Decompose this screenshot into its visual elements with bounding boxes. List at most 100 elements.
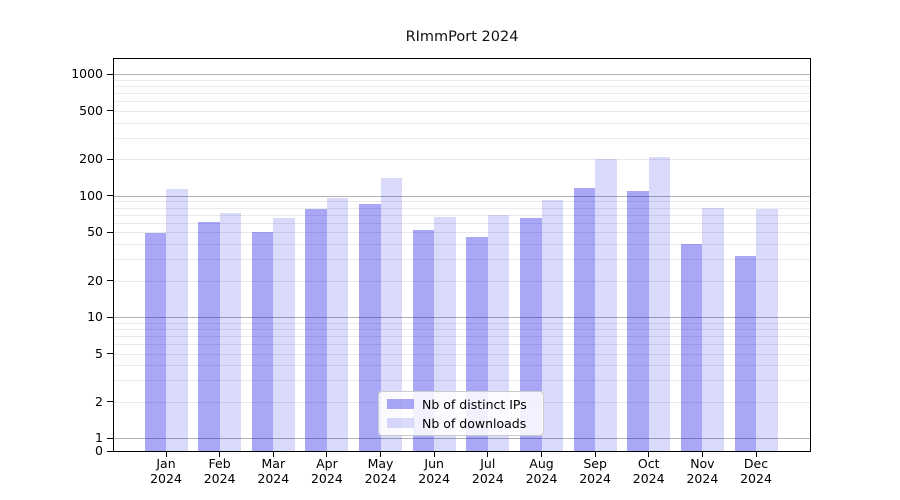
- y-tick-mark-20: [107, 280, 113, 281]
- x-tick-month: Aug: [529, 456, 554, 471]
- minor-gridline: [114, 101, 810, 103]
- minor-gridline: [114, 280, 810, 282]
- y-tick-mark-200: [107, 158, 113, 160]
- x-tick-month: Jan: [156, 456, 176, 471]
- y-tick-label-50: 50: [87, 224, 103, 240]
- bar-downloads-nov: [702, 207, 724, 452]
- y-tick-mark-500: [107, 110, 113, 112]
- y-tick-label-5: 5: [95, 345, 103, 361]
- bar-distinct-ips-nov: [680, 244, 703, 452]
- bar-downloads-jan: [166, 188, 188, 452]
- bar-downloads-oct: [648, 156, 671, 452]
- y-tick-mark-10: [107, 316, 113, 318]
- bar-distinct-ips-dec: [734, 255, 756, 452]
- minor-gridline: [114, 159, 810, 161]
- y-tick-label-10: 10: [87, 309, 103, 324]
- x-tick-month: Mar: [261, 456, 286, 471]
- x-tick-mark-apr: [326, 452, 328, 457]
- x-tick-mark-mar: [272, 452, 274, 457]
- bar-downloads-mar: [273, 218, 295, 452]
- x-tick-year: 2024: [686, 471, 719, 486]
- minor-gridline: [114, 222, 810, 224]
- x-tick-month: Jul: [480, 456, 496, 471]
- x-tick-label-mar: Mar 2024: [241, 456, 305, 486]
- minor-gridline: [114, 365, 810, 367]
- x-tick-year: 2024: [579, 471, 611, 486]
- x-tick-year: 2024: [418, 471, 451, 486]
- minor-gridline: [114, 353, 810, 355]
- bar-downloads-apr: [326, 197, 349, 452]
- x-tick-mark-sep: [594, 452, 596, 457]
- x-tick-month: Nov: [690, 456, 715, 471]
- x-tick-label-oct: Oct 2024: [617, 456, 681, 486]
- y-tick-mark-2: [107, 401, 113, 403]
- major-gridline-10: [114, 317, 810, 318]
- legend-swatch-downloads: [387, 418, 414, 428]
- bar-distinct-ips-mar: [251, 232, 274, 452]
- x-tick-month: Apr: [316, 456, 338, 471]
- x-tick-year: 2024: [632, 471, 665, 486]
- legend-row-distinct-ips: Nb of distinct IPs: [387, 397, 543, 412]
- minor-gridline: [114, 207, 810, 209]
- x-tick-mark-feb: [219, 452, 221, 457]
- x-tick-month: Feb: [208, 456, 231, 471]
- minor-gridline: [114, 137, 810, 139]
- minor-gridline: [114, 328, 810, 330]
- y-tick-label-200: 200: [79, 151, 103, 167]
- x-tick-year: 2024: [740, 471, 772, 486]
- y-tick-mark-1000: [107, 73, 113, 75]
- minor-gridline: [114, 110, 810, 112]
- minor-gridline: [114, 122, 810, 124]
- x-tick-year: 2024: [150, 471, 182, 486]
- major-gridline-1: [114, 438, 810, 440]
- x-tick-year: 2024: [257, 471, 290, 486]
- x-tick-month: Sep: [583, 456, 607, 471]
- x-tick-year: 2024: [203, 471, 236, 486]
- minor-gridline: [114, 232, 810, 234]
- x-tick-year: 2024: [471, 471, 504, 486]
- x-tick-year: 2024: [525, 471, 558, 486]
- x-tick-mark-may: [380, 452, 381, 457]
- y-tick-label-100: 100: [79, 187, 103, 203]
- minor-gridline: [114, 244, 810, 245]
- bar-downloads-may: [380, 178, 402, 452]
- bar-distinct-ips-jan: [144, 233, 166, 452]
- x-tick-month: May: [367, 456, 394, 471]
- bar-downloads-feb: [219, 213, 242, 452]
- legend-label-downloads: Nb of downloads: [422, 415, 527, 431]
- x-tick-label-jan: Jan 2024: [134, 456, 198, 486]
- x-tick-label-feb: Feb 2024: [188, 456, 252, 486]
- x-tick-label-jun: Jun 2024: [402, 456, 466, 486]
- x-tick-year: 2024: [364, 471, 397, 486]
- bar-downloads-aug: [541, 199, 563, 452]
- x-tick-label-sep: Sep 2024: [563, 456, 627, 486]
- bar-downloads-sep: [595, 159, 617, 452]
- x-tick-label-apr: Apr 2024: [295, 456, 359, 486]
- x-tick-label-jul: Jul 2024: [456, 456, 520, 486]
- legend: Nb of distinct IPs Nb of downloads: [378, 391, 544, 436]
- minor-gridline: [114, 80, 810, 81]
- x-tick-label-may: May 2024: [349, 456, 413, 486]
- legend-label-distinct-ips: Nb of distinct IPs: [422, 396, 527, 412]
- bar-distinct-ips-oct: [627, 190, 649, 452]
- chart-title: RImmPort 2024: [405, 29, 519, 45]
- legend-row-downloads: Nb of downloads: [387, 416, 543, 431]
- minor-gridline: [114, 259, 810, 261]
- minor-gridline: [114, 93, 810, 95]
- y-tick-mark-1: [107, 437, 113, 439]
- bar-downloads-dec: [756, 208, 778, 452]
- y-tick-mark-50: [107, 231, 113, 233]
- bar-distinct-ips-sep: [573, 188, 596, 452]
- x-tick-month: Dec: [743, 456, 769, 471]
- x-tick-year: 2024: [310, 471, 343, 486]
- bar-distinct-ips-may: [359, 204, 381, 452]
- legend-swatch-distinct-ips: [387, 399, 414, 409]
- y-tick-label-500: 500: [79, 102, 103, 118]
- y-tick-label-20: 20: [87, 272, 103, 288]
- bar-distinct-ips-feb: [198, 221, 220, 452]
- x-tick-label-nov: Nov 2024: [670, 456, 734, 486]
- y-tick-mark-5: [107, 353, 113, 354]
- minor-gridline: [114, 201, 810, 203]
- x-tick-mark-jul: [487, 452, 489, 457]
